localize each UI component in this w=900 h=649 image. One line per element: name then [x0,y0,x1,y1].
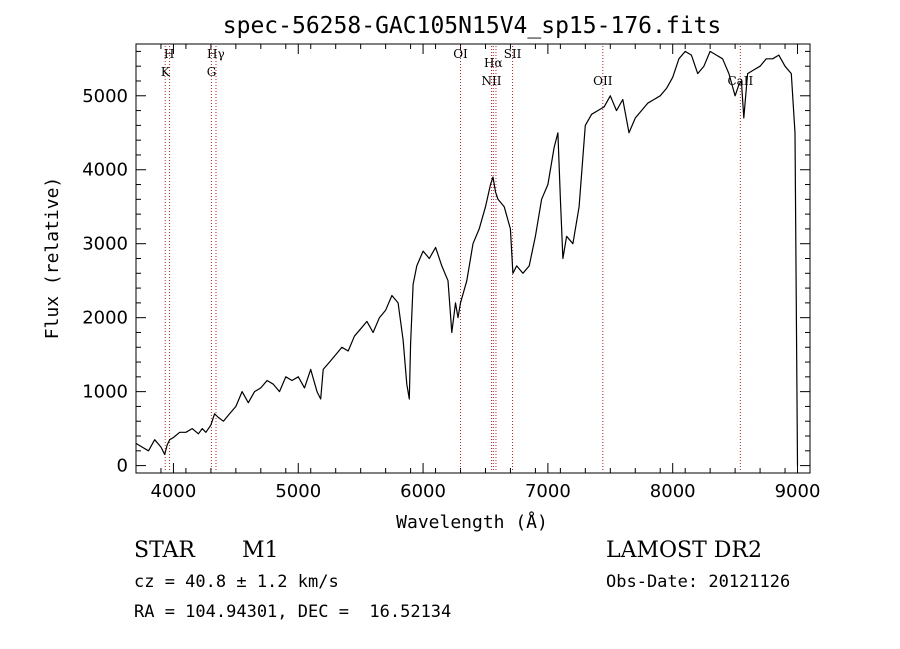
x-axis-label: Wavelength (Å) [396,511,548,533]
spectral-line-label: OII [593,74,613,88]
spectrum-line [135,50,799,466]
y-tick-label: 0 [117,456,128,477]
spectral-line-label: H [164,47,174,61]
plot-frame [135,43,811,474]
spectral-line-label: SII [504,47,522,61]
spectrum-chart: spec-56258-GAC105N15V4_sp15-176.fits 400… [42,13,821,533]
y-tick-label: 2000 [82,308,128,329]
spectral-line-label: Hα [484,56,503,70]
x-tick-label: 9000 [775,481,821,502]
y-tick-label: 3000 [82,234,128,255]
spectral-line-label: G [207,65,217,79]
spectral-line-label: K [161,65,171,79]
survey-name: LAMOST DR2 [606,538,762,563]
y-tick-label: 1000 [82,382,128,403]
spectral-line-label: OI [453,47,468,61]
y-tick-label: 5000 [82,86,128,107]
plot-area: 4000 5000 6000 7000 8000 9000 0 1000 2000 3000 400… [82,43,821,502]
y-tick-label: 4000 [82,160,128,181]
obs-date: Obs-Date: 20121126 [606,572,791,592]
object-class: STAR [134,538,195,563]
x-tick-label: 8000 [650,481,696,502]
y-axis-label: Flux (relative) [42,177,63,340]
chart-title: spec-56258-GAC105N15V4_sp15-176.fits [223,13,722,39]
x-tick-label: 6000 [400,481,446,502]
x-tick-label: 5000 [275,481,321,502]
spectral-line-label: Hγ [207,47,225,61]
spectral-line-label: NII [481,74,501,88]
x-tick-label: 7000 [525,481,571,502]
redshift-info: cz = 40.8 ± 1.2 km/s [134,572,339,592]
coordinates: RA = 104.94301, DEC = 16.52134 [134,602,452,622]
x-tick-label: 4000 [151,481,197,502]
object-subclass: M1 [242,538,279,563]
